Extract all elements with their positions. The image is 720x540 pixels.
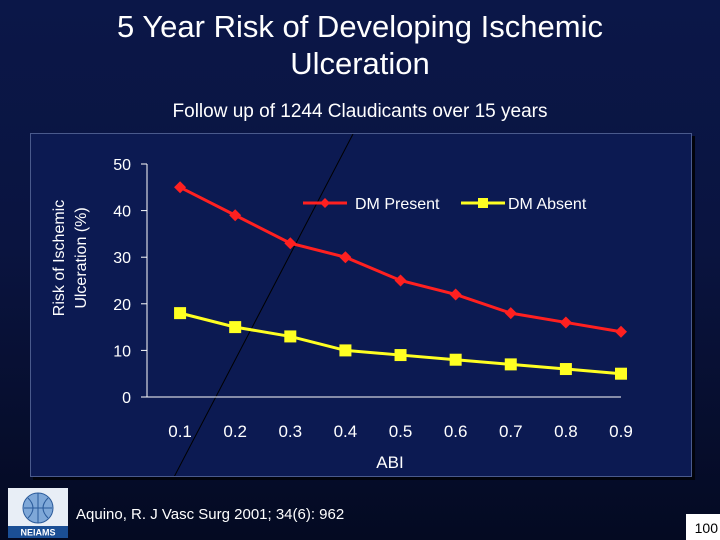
dm-present-point [504, 307, 517, 320]
dm-present-point [559, 316, 572, 329]
dm-absent-point [559, 363, 572, 376]
x-tick-label: 0.5 [389, 422, 413, 441]
x-tick-label: 0.4 [334, 422, 358, 441]
x-tick-label: 0.1 [168, 422, 192, 441]
dm-present-point [284, 237, 297, 250]
citation: Aquino, R. J Vasc Surg 2001; 34(6): 962 [76, 506, 345, 523]
logo-banner [8, 526, 68, 538]
neiams-logo: NEIAMS [8, 488, 68, 538]
dm-absent-point [339, 344, 352, 357]
dm-absent-point [504, 358, 517, 371]
x-tick-label: 0.9 [609, 422, 633, 441]
slide-subtitle: Follow up of 1244 Claudicants over 15 ye… [172, 101, 548, 122]
slide-title-line-2: Ulceration [290, 46, 430, 81]
page-number: 100 [694, 520, 718, 536]
dm-present-point [449, 288, 462, 301]
y-tick-label: 10 [113, 343, 131, 360]
legend-marker-dm-absent [478, 198, 488, 208]
logo-text: NEIAMS [20, 528, 55, 538]
dm-absent-point [174, 307, 187, 320]
slide-title: 5 Year Risk of Developing Ischemic Ulcer… [40, 8, 680, 82]
page-number-tab [686, 514, 720, 540]
x-tick-label: 0.2 [223, 422, 247, 441]
y-tick-label: 40 [113, 204, 131, 221]
y-tick-label: 20 [113, 297, 131, 314]
dm-present-point [394, 274, 407, 287]
legend-label-dm-present: DM Present [355, 196, 440, 213]
y-tick-label: 30 [113, 250, 131, 267]
dm-present-point [339, 251, 352, 264]
dm-present-point [615, 325, 627, 338]
y-axis-title-line: Risk of Ischemic [51, 200, 68, 316]
y-axis-title: Risk of Ischemic Ulceration (%) [51, 200, 90, 316]
dm-absent-point [394, 349, 407, 362]
slide-title-line-1: 5 Year Risk of Developing Ischemic [117, 9, 603, 44]
x-tick-label: 0.8 [554, 422, 578, 441]
x-tick-label: 0.7 [499, 422, 523, 441]
x-axis-title: ABI [376, 453, 403, 472]
x-tick-label: 0.3 [278, 422, 302, 441]
dm-absent-point [284, 330, 297, 343]
y-axis-title-line: Ulceration (%) [73, 207, 90, 308]
legend-label-dm-absent: DM Absent [508, 196, 587, 213]
dm-present-point [174, 181, 187, 194]
legend-marker-dm-present [320, 198, 330, 208]
y-tick-label: 0 [122, 390, 131, 407]
dm-present-point [229, 209, 242, 222]
y-tick-label: 50 [113, 157, 131, 174]
dm-absent-point [449, 353, 462, 366]
diagonal-line [174, 134, 354, 476]
x-tick-label: 0.6 [444, 422, 468, 441]
dm-absent-point [615, 367, 627, 380]
series-line-dm-absent [179, 311, 622, 376]
chart-panel: 0 10 20 30 40 50 0.1 0.2 0.3 0.4 0.5 0.6 0.7 0.8 0.9 AB… [30, 133, 692, 477]
dm-absent-point [229, 321, 242, 334]
line-chart: 0 10 20 30 40 50 0.1 0.2 0.3 0.4 0.5 0.6 0.7 0.8 0.9 AB… [51, 134, 633, 476]
globe-lines [24, 493, 52, 523]
